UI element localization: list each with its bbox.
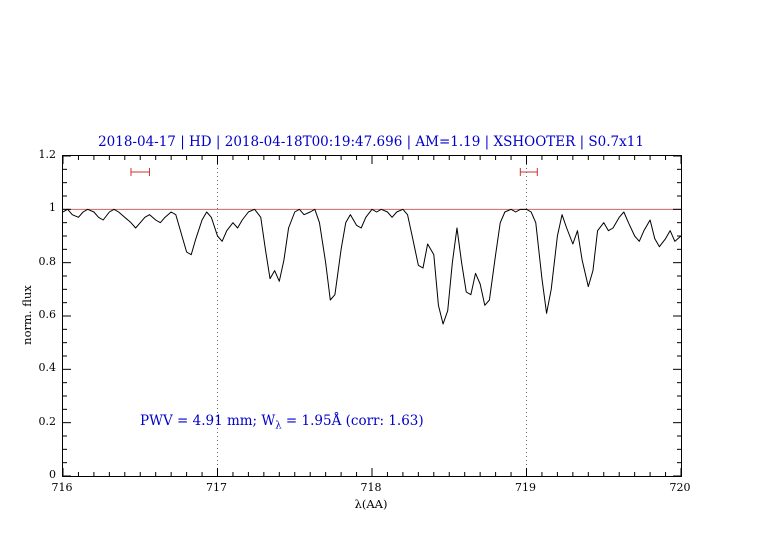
x-tick-label: 719 <box>515 481 536 494</box>
pwv-annotation-prefix: PWV = 4.91 mm; W <box>140 413 276 429</box>
spectrum-plot <box>63 156 681 476</box>
x-tick-label: 720 <box>669 481 691 494</box>
x-tick-label: 716 <box>51 481 73 494</box>
x-axis-title: λ(AA) <box>354 497 388 511</box>
pwv-annotation-sub: λ <box>275 420 282 432</box>
y-tick-label: 0.2 <box>38 414 57 428</box>
y-tick-label: 0.8 <box>38 254 57 268</box>
pwv-annotation: PWV = 4.91 mm; Wλ = 1.95Å (corr: 1.63) <box>140 413 424 432</box>
spectrum-line <box>63 208 681 325</box>
pwv-annotation-suffix: = 1.95Å (corr: 1.63) <box>281 413 424 429</box>
x-tick-label: 718 <box>360 481 382 494</box>
y-tick-label: 1 <box>49 201 56 215</box>
x-tick-label: 717 <box>206 481 227 494</box>
y-tick-label: 0 <box>49 468 56 481</box>
y-tick-label: 1.2 <box>38 148 57 161</box>
plot-frame <box>62 155 682 477</box>
y-axis-title: norm. flux <box>20 285 34 345</box>
y-tick-label: 0.4 <box>38 361 57 375</box>
y-tick-label: 0.6 <box>38 308 57 321</box>
plot-title: 2018-04-17 | HD | 2018-04-18T00:19:47.69… <box>98 134 644 150</box>
